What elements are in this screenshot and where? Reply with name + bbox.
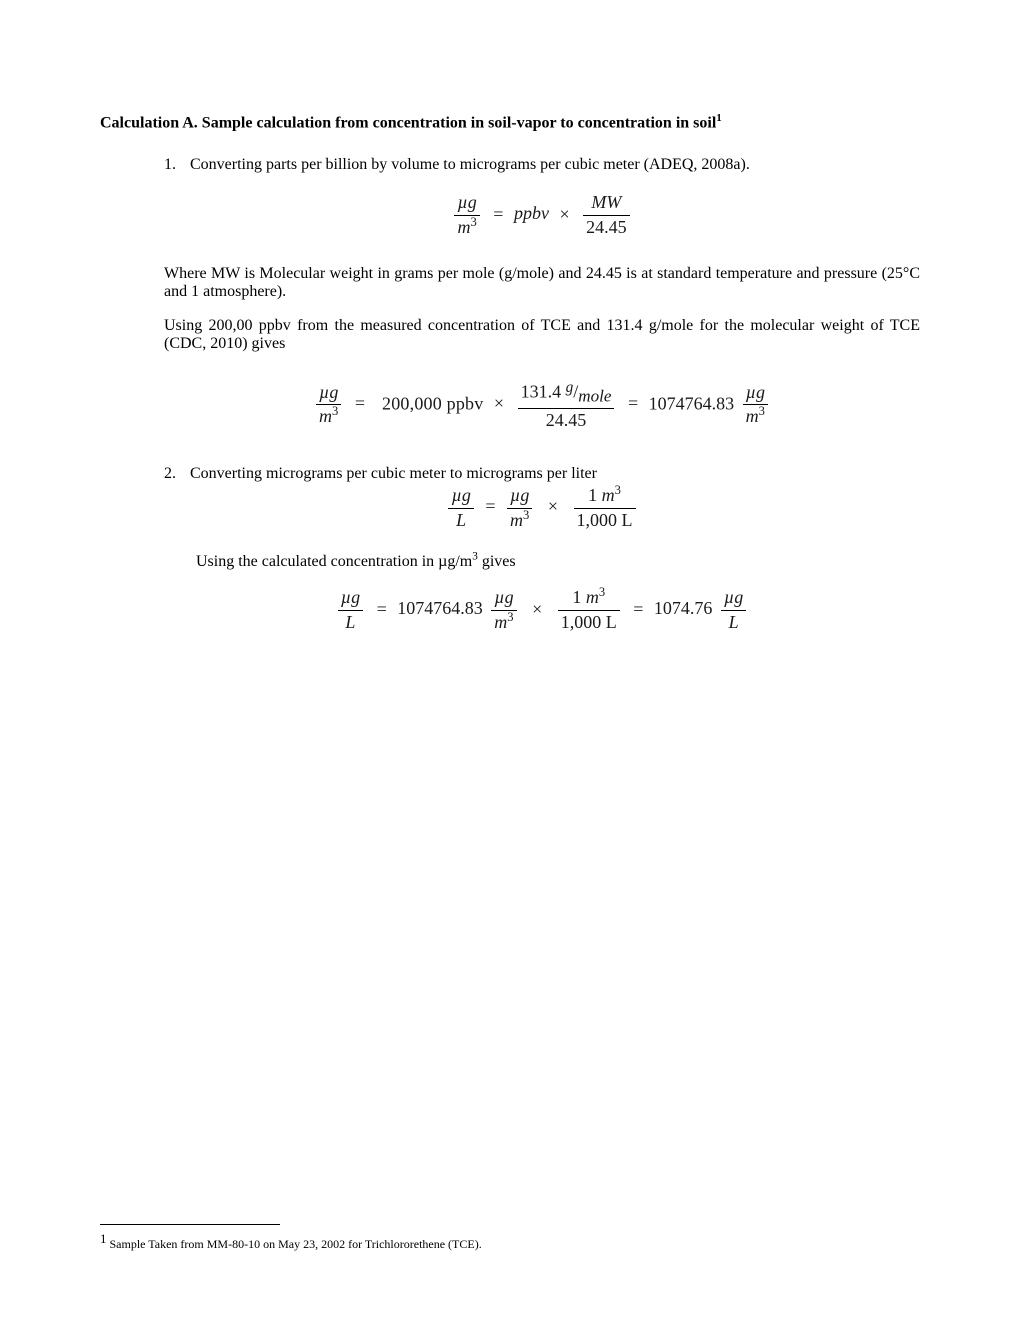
equation-1: µg m3 = ppbv × MW 24.45 (164, 192, 920, 238)
list-item-2: 2. Converting micrograms per cubic meter… (164, 465, 920, 483)
item-number: 1. (164, 156, 186, 174)
paragraph-using-conc: Using the calculated concentration in µg… (196, 553, 920, 571)
fraction-ug-m3: µg m3 (454, 192, 479, 238)
content-block: 1. Converting parts per billion by volum… (164, 156, 920, 633)
item-text: Converting micrograms per cubic meter to… (190, 465, 597, 482)
equation-4: µg L = 1074764.83 µg m3 × 1 m3 1,000 L =… (164, 587, 920, 633)
footnote-section: 1Sample Taken from MM-80-10 on May 23, 2… (100, 1224, 920, 1252)
paragraph-using-ppbv: Using 200,00 ppbv from the measured conc… (164, 317, 920, 353)
equation-2: µg m3 = 200,000 ppbv × 131.4 g/mole 24.4… (164, 379, 920, 432)
footnote-1: 1Sample Taken from MM-80-10 on May 23, 2… (100, 1231, 920, 1252)
equation-3: µg L = µg m3 × 1 m3 1,000 L (164, 485, 920, 531)
page: Calculation A. Sample calculation from c… (0, 0, 1020, 1320)
item-number: 2. (164, 465, 186, 483)
title-text: Calculation A. Sample calculation from c… (100, 114, 716, 131)
list-item-1: 1. Converting parts per billion by volum… (164, 156, 920, 174)
footnote-text: Sample Taken from MM-80-10 on May 23, 20… (110, 1237, 482, 1251)
footnote-rule (100, 1224, 280, 1225)
paragraph-mw-desc: Where MW is Molecular weight in grams pe… (164, 265, 920, 301)
footnote-mark: 1 (100, 1231, 107, 1246)
fraction-mw-const: MW 24.45 (583, 192, 630, 238)
title-footnote-mark: 1 (716, 112, 722, 124)
calculation-title: Calculation A. Sample calculation from c… (100, 112, 920, 132)
item-text: Converting parts per billion by volume t… (190, 156, 750, 173)
